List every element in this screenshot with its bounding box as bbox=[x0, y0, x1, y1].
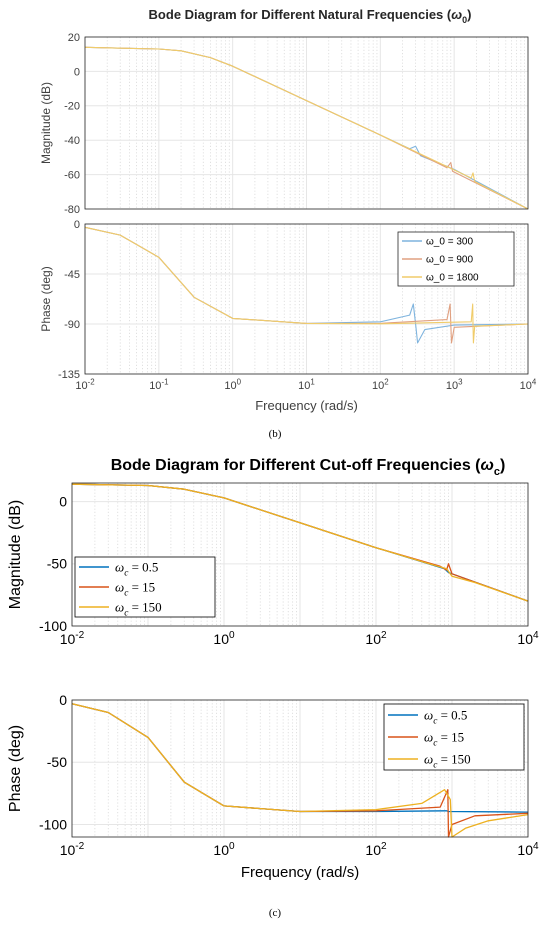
panel-b-magnitude: 20 0 -20 -40 -60 -80 Magnitude (dB) bbox=[39, 32, 529, 216]
legend-label: ωc = 15 bbox=[115, 580, 155, 599]
y-tick-label: 0 bbox=[59, 494, 67, 510]
figure-c-title: Bode Diagram for Different Cut-off Frequ… bbox=[111, 457, 506, 478]
x-tick-label: 101 bbox=[298, 377, 315, 392]
y-tick-label: -20 bbox=[64, 101, 80, 113]
x-tick-label: 10-2 bbox=[60, 630, 85, 647]
y-tick-label: -100 bbox=[39, 816, 67, 832]
y-tick-label: -80 bbox=[64, 204, 80, 216]
y-tick-label: -100 bbox=[39, 618, 67, 634]
legend-label: ωc = 150 bbox=[115, 600, 162, 619]
figure-c-caption: (c) bbox=[269, 907, 282, 919]
legend-label: ω_0 = 900 bbox=[426, 255, 473, 266]
x-tick-label: 10-2 bbox=[60, 841, 85, 858]
y-tick-label: 20 bbox=[68, 32, 80, 44]
axes-box bbox=[84, 36, 529, 210]
legend-label: ω_0 = 1800 bbox=[426, 273, 479, 284]
x-tick-label: 102 bbox=[365, 841, 387, 858]
legend: ω_0 = 300 ω_0 = 900 ω_0 = 1800 bbox=[397, 231, 515, 287]
y-axis-label: Phase (deg) bbox=[7, 725, 24, 812]
x-tick-label: 100 bbox=[213, 841, 235, 858]
x-tick-label: 10-2 bbox=[75, 377, 94, 392]
axes-box bbox=[84, 223, 529, 375]
y-axis-label: Magnitude (dB) bbox=[39, 82, 53, 164]
y-tick-label: 0 bbox=[59, 692, 67, 708]
legend-label: ωc = 0.5 bbox=[115, 560, 158, 579]
x-axis-label: Frequency (rad/s) bbox=[241, 864, 359, 881]
series-line bbox=[71, 483, 529, 602]
y-tick-label: 0 bbox=[74, 66, 80, 78]
x-tick-label: 100 bbox=[213, 630, 235, 647]
y-tick-label: 0 bbox=[74, 219, 80, 231]
legend: ωc = 0.5 ωc = 15 ωc = 150 bbox=[383, 703, 525, 771]
axes-box bbox=[71, 699, 529, 838]
legend-label: ωc = 150 bbox=[424, 752, 471, 771]
x-tick-label: 102 bbox=[365, 630, 387, 647]
legend-label: ωc = 0.5 bbox=[424, 708, 467, 727]
x-tick-label: 104 bbox=[517, 841, 539, 858]
x-tick-label: 103 bbox=[446, 377, 463, 392]
panel-c-phase: 0 -50 -100 10-2 100 102 104 Phase (deg) Frequenc… bbox=[7, 692, 539, 881]
x-tick-label: 104 bbox=[517, 630, 539, 647]
legend-label: ωc = 15 bbox=[424, 730, 464, 749]
y-tick-label: -45 bbox=[64, 269, 80, 281]
series-line bbox=[84, 46, 529, 210]
figure-b-title: Bode Diagram for Different Natural Frequ… bbox=[149, 7, 472, 25]
series-line bbox=[71, 703, 529, 838]
x-tick-label: 10-1 bbox=[149, 377, 169, 392]
x-axis-label: Frequency (rad/s) bbox=[255, 398, 358, 413]
x-tick-label: 102 bbox=[372, 377, 389, 392]
y-axis-label: Phase (deg) bbox=[39, 266, 53, 331]
y-tick-label: -50 bbox=[47, 754, 67, 770]
y-tick-label: -50 bbox=[47, 556, 67, 572]
y-axis-label: Magnitude (dB) bbox=[7, 500, 24, 609]
figure-b-caption: (b) bbox=[269, 428, 282, 440]
y-tick-label: -135 bbox=[58, 369, 80, 381]
legend-label: ω_0 = 300 bbox=[426, 237, 473, 248]
y-tick-label: -40 bbox=[64, 135, 80, 147]
x-tick-label: 104 bbox=[520, 377, 537, 392]
axes-box bbox=[71, 482, 529, 627]
x-tick-label: 100 bbox=[224, 377, 241, 392]
y-tick-label: -90 bbox=[64, 319, 80, 331]
series-line bbox=[84, 226, 529, 344]
y-tick-label: -60 bbox=[64, 169, 80, 181]
